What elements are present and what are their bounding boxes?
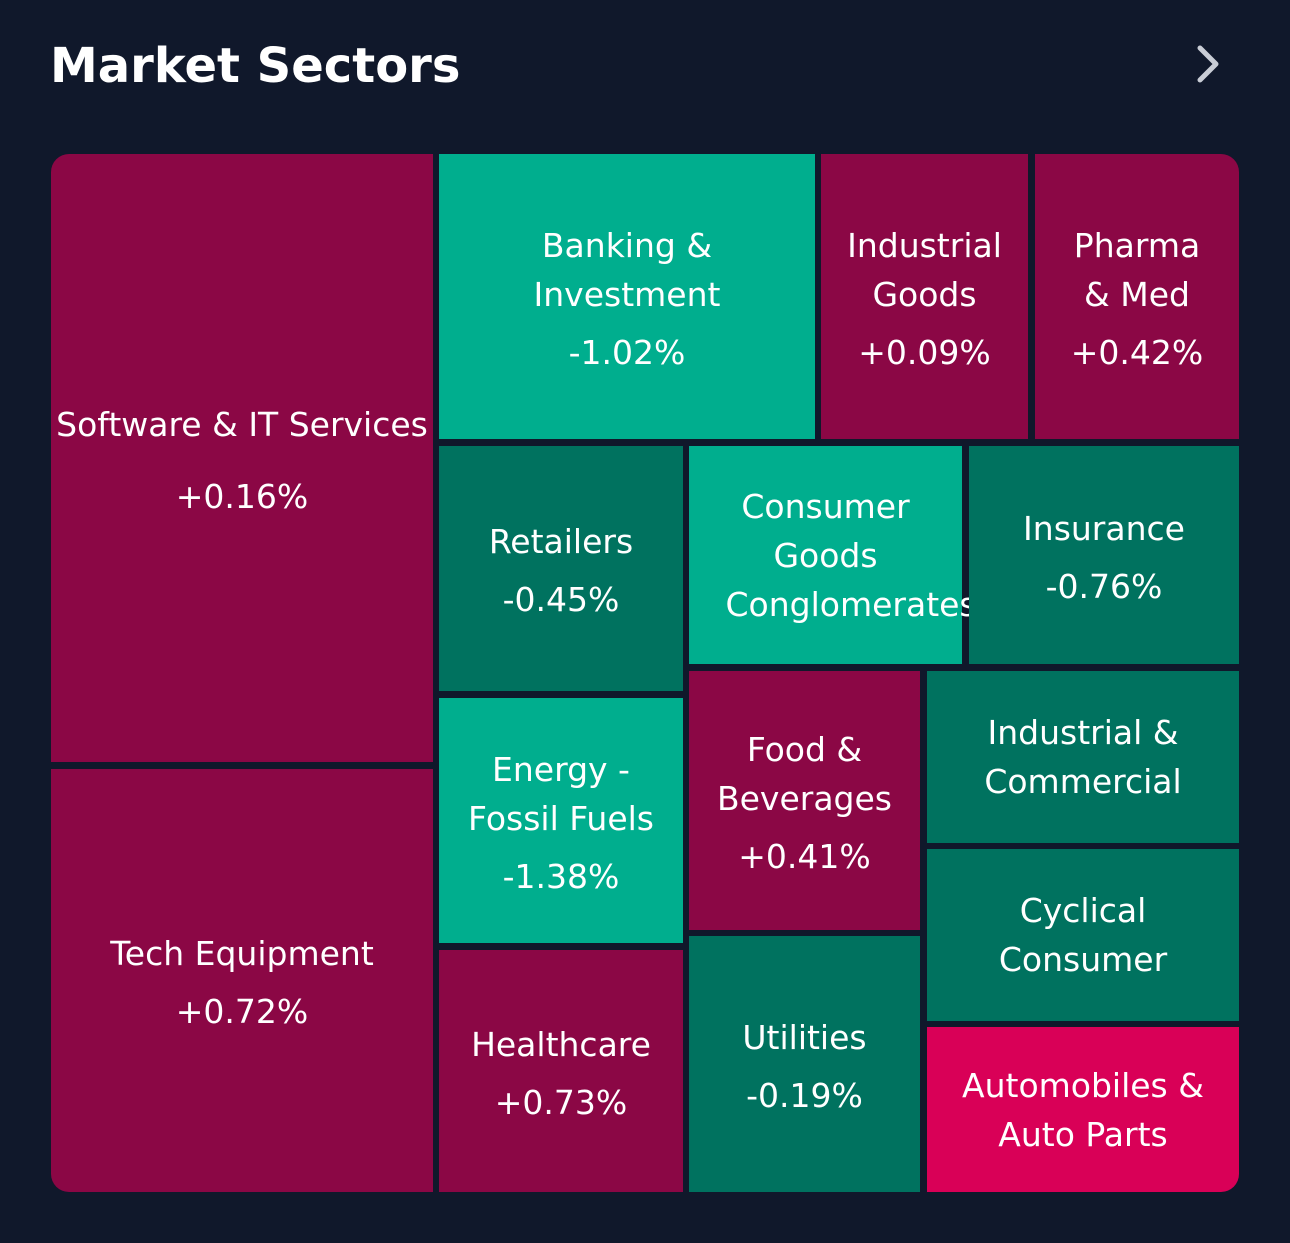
tile-consumer-goods-conglomerates[interactable]: Consumer Goods Conglomerates (689, 446, 977, 664)
sector-name: Retailers (488, 522, 634, 561)
sector-name: Pharma & Med (1073, 225, 1201, 314)
tile-utilities[interactable]: Utilities -0.19% (689, 936, 920, 1192)
sector-name: Energy - Fossil Fuels (468, 749, 654, 838)
sector-name: Cyclical Consumer (998, 891, 1168, 979)
sector-name: Food & Beverages (716, 729, 892, 818)
sector-change: +0.72% (175, 992, 309, 1031)
tile-banking-investment[interactable]: Banking & Investment -1.02% (439, 154, 815, 439)
sector-name: Industrial & Commercial (984, 713, 1182, 801)
sector-change: -0.76% (1045, 566, 1163, 606)
chevron-right-icon[interactable] (1188, 42, 1228, 86)
sector-change: -0.45% (502, 580, 620, 619)
sector-name: Banking & Investment (533, 225, 721, 314)
sector-name: Utilities (742, 1017, 867, 1057)
sector-change: -1.02% (568, 332, 686, 372)
tile-pharma-med[interactable]: Pharma & Med +0.42% (1035, 154, 1239, 439)
tile-tech-equipment[interactable]: Tech Equipment +0.72% (51, 769, 433, 1192)
tile-healthcare[interactable]: Healthcare +0.73% (439, 950, 683, 1192)
sector-name: Industrial Goods (847, 225, 1002, 314)
sector-name: Automobiles & Auto Parts (962, 1065, 1204, 1154)
tile-cyclical-consumer[interactable]: Cyclical Consumer (927, 849, 1239, 1021)
sector-change: +0.09% (858, 332, 991, 372)
tile-retailers[interactable]: Retailers -0.45% (439, 446, 683, 691)
sector-change: +0.42% (1070, 332, 1204, 372)
tile-industrial-commercial[interactable]: Industrial & Commercial (927, 671, 1239, 843)
tile-insurance[interactable]: Insurance -0.76% (969, 446, 1239, 664)
page-title: Market Sectors (50, 38, 461, 94)
sector-name: Insurance (1023, 508, 1185, 548)
sector-name: Tech Equipment (110, 934, 374, 973)
tile-food-beverages[interactable]: Food & Beverages +0.41% (689, 671, 920, 930)
sector-change: +0.16% (175, 476, 309, 516)
tile-industrial-goods[interactable]: Industrial Goods +0.09% (821, 154, 1028, 439)
tile-automobiles-auto-parts[interactable]: Automobiles & Auto Parts (927, 1027, 1239, 1192)
tile-energy-fossil-fuels[interactable]: Energy - Fossil Fuels -1.38% (439, 698, 683, 943)
sector-change: +0.73% (494, 1082, 628, 1122)
sector-name: Consumer Goods Conglomerates (725, 486, 977, 624)
sector-name: Software & IT Services (56, 404, 428, 444)
sector-change: +0.41% (738, 836, 871, 876)
sector-name: Healthcare (471, 1024, 651, 1064)
sector-change: -1.38% (502, 856, 620, 896)
sector-treemap: Software & IT Services +0.16% Tech Equip… (51, 154, 1239, 1192)
sector-change: -0.19% (746, 1075, 863, 1115)
tile-software-it-services[interactable]: Software & IT Services +0.16% (51, 154, 433, 762)
